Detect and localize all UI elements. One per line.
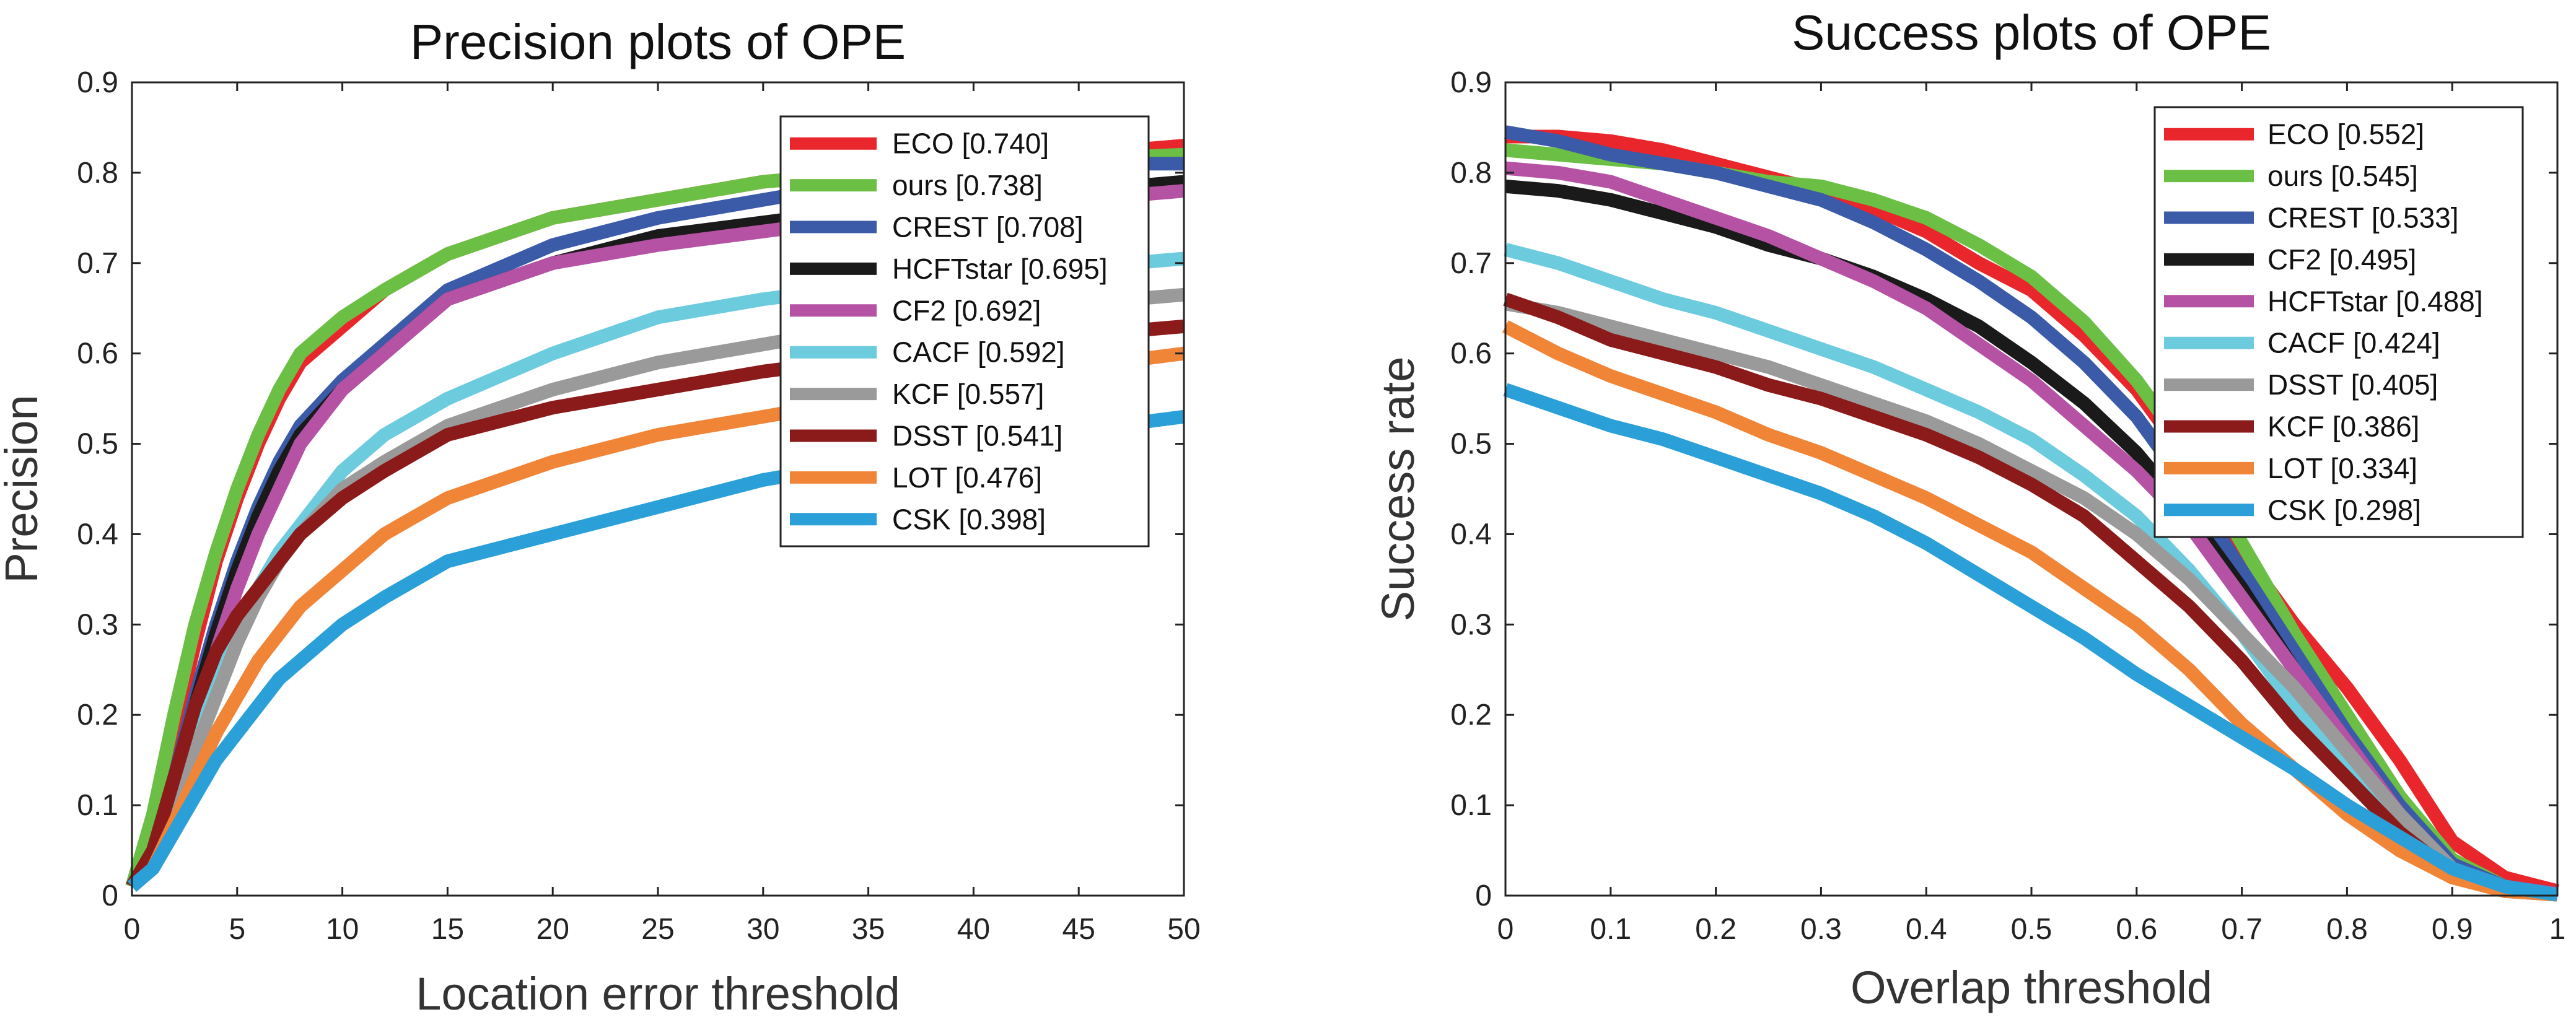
legend: ECO [0.552] ours [0.545] CREST [0.533] CF2 … [2153, 106, 2524, 538]
legend-label: DSST [0.541] [892, 420, 1062, 452]
y-tick-label: 0.8 [77, 157, 118, 190]
x-tick-label: 35 [852, 913, 885, 946]
legend-label: LOT [0.334] [2267, 452, 2417, 484]
x-axis-label: Location error threshold [416, 968, 900, 1019]
y-tick-label: 0.4 [77, 518, 118, 551]
y-tick-label: 0.2 [1450, 699, 1492, 731]
chart-2: Success plots of OPE 0 0.1 0.2 0.3 0.4 0.5 0.6 0… [1372, 5, 2565, 1013]
y-tick-label: 0.6 [1450, 338, 1492, 370]
x-tick-label: 0.5 [2011, 913, 2052, 946]
x-tick-label: 0.1 [1590, 913, 1631, 946]
x-tick-label: 0.7 [2221, 913, 2263, 946]
y-axis-label: Precision [0, 395, 47, 583]
legend-label: CREST [0.533] [2267, 202, 2459, 234]
y-tick-label: 0.1 [77, 789, 118, 822]
x-axis-label: Overlap threshold [1851, 962, 2212, 1013]
y-axis-label: Success rate [1372, 357, 1424, 622]
legend-label: CSK [0.398] [892, 503, 1046, 535]
x-tick-label: 0.8 [2326, 913, 2368, 946]
y-tick-label: 0.9 [1450, 66, 1492, 99]
x-tick-label: 0.9 [2432, 913, 2473, 946]
chart-title: Success plots of OPE [1792, 5, 2271, 60]
series-line [1505, 129, 2559, 898]
legend-label: KCF [0.386] [2267, 411, 2419, 443]
legend-label: HCFTstar [0.695] [892, 253, 1108, 285]
series-line [1504, 297, 2559, 902]
x-tick-label: 10 [326, 913, 359, 946]
x-tick-label: 50 [1167, 913, 1200, 946]
series-line [1503, 292, 2558, 902]
x-tick-label: 0.2 [1695, 913, 1737, 946]
y-tick-label: 0.8 [1450, 157, 1492, 190]
x-tick-label: 0.3 [1800, 913, 1842, 946]
legend-label: KCF [0.557] [892, 378, 1044, 410]
y-tick-label: 0.3 [77, 608, 118, 641]
x-tick-label: 0.6 [2116, 913, 2157, 946]
x-tick-label: 15 [431, 913, 464, 946]
legend-label: CF2 [0.495] [2267, 243, 2416, 276]
legend-label: ECO [0.552] [2267, 118, 2424, 151]
series-group [1502, 125, 2559, 902]
legend-label: LOT [0.476] [892, 461, 1042, 494]
y-tick-label: 0.3 [1450, 608, 1492, 641]
legend-label: DSST [0.405] [2267, 369, 2438, 401]
y-tick-label: 0.5 [77, 428, 118, 461]
legend-label: CACF [0.424] [2267, 327, 2440, 359]
x-tick-label: 25 [641, 913, 674, 946]
legend-label: HCFTstar [0.488] [2267, 285, 2483, 317]
x-tick-label: 1 [2549, 913, 2566, 946]
y-tick-label: 0.7 [77, 247, 118, 280]
y-tick-label: 0 [1475, 879, 1492, 912]
y-tick-label: 0 [102, 879, 118, 912]
x-tick-label: 40 [957, 913, 990, 946]
x-tick-label: 0.4 [1906, 913, 1947, 946]
y-tick-label: 0.9 [77, 66, 118, 99]
series-line [1503, 383, 2559, 902]
legend-label: ours [0.738] [892, 169, 1043, 201]
legend-label: CREST [0.708] [892, 211, 1084, 243]
legend-label: CSK [0.298] [2267, 494, 2421, 526]
legend-label: CF2 [0.692] [892, 294, 1041, 326]
y-tick-label: 0.7 [1450, 247, 1492, 280]
chart-1: Precision plots of OPE 0 5 10 15 20 25 30 35 40 45… [0, 14, 1201, 1019]
x-tick-label: 0 [1497, 913, 1514, 946]
x-tick-label: 45 [1062, 913, 1095, 946]
x-tick-label: 30 [747, 913, 779, 946]
y-tick-label: 0.6 [77, 338, 118, 370]
y-tick-label: 0.4 [1450, 518, 1492, 551]
legend-label: ECO [0.740] [892, 128, 1049, 160]
series-line [1502, 320, 2558, 902]
x-tick-label: 5 [229, 913, 245, 946]
y-tick-label: 0.2 [77, 699, 118, 731]
legend-label: CACF [0.592] [892, 336, 1065, 369]
x-tick-label: 0 [124, 913, 141, 946]
y-tick-label: 0.5 [1450, 428, 1492, 461]
legend-label: ours [0.545] [2267, 160, 2418, 192]
chart-title: Precision plots of OPE [410, 14, 906, 69]
x-tick-label: 20 [537, 913, 569, 946]
legend: ECO [0.740] ours [0.738] CREST [0.708] HCFT… [779, 115, 1150, 548]
y-tick-label: 0.1 [1450, 789, 1492, 822]
